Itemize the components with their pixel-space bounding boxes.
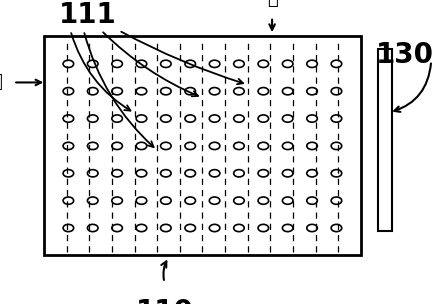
Text: 110: 110 <box>136 298 193 304</box>
Text: 行: 行 <box>0 74 2 92</box>
Text: 130: 130 <box>375 41 433 69</box>
Text: 111: 111 <box>59 1 117 29</box>
Bar <box>44 36 361 255</box>
Text: 列: 列 <box>267 0 278 8</box>
Bar <box>378 49 392 231</box>
